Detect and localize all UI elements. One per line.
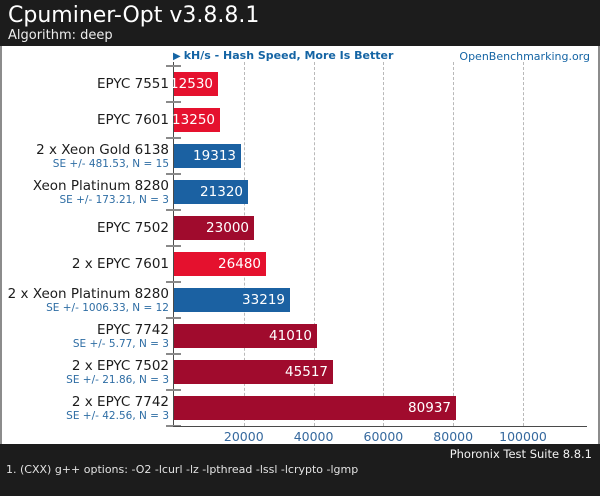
bar: 80937 (174, 396, 456, 420)
x-tick-label: 60000 (363, 429, 404, 444)
bar-row: 2 x EPYC 7502 SE +/- 21.86, N = 3 45517 (2, 354, 600, 390)
bar-row: 2 x Xeon Platinum 8280 SE +/- 1006.33, N … (2, 282, 600, 318)
bar-standard-error-label: SE +/- 1006.33, N = 12 (46, 301, 169, 314)
bar-label-group: EPYC 7502 (2, 210, 169, 246)
bar-label-group: 2 x EPYC 7502 SE +/- 21.86, N = 3 (2, 354, 169, 390)
y-tick (166, 101, 181, 103)
bar-row: EPYC 7742 SE +/- 5.77, N = 3 41010 (2, 318, 600, 354)
x-tick-label: 80000 (433, 429, 474, 444)
bar-value-label: 13250 (172, 112, 215, 128)
bar-standard-error-label: SE +/- 481.53, N = 15 (52, 157, 169, 170)
bar-label-group: 2 x EPYC 7601 (2, 246, 169, 282)
bar-standard-error-label: SE +/- 5.77, N = 3 (72, 337, 169, 350)
bar: 21320 (174, 180, 248, 204)
bar-value-label: 33219 (242, 292, 285, 308)
bar-label-group: 2 x Xeon Gold 6138 SE +/- 481.53, N = 15 (2, 138, 169, 174)
y-axis-line (173, 62, 174, 426)
bar-category-label: EPYC 7601 (97, 112, 169, 128)
bar-category-label: EPYC 7502 (97, 220, 169, 236)
bar-row: 2 x EPYC 7742 SE +/- 42.56, N = 3 80937 (2, 390, 600, 426)
bar-value-label: 45517 (285, 364, 328, 380)
bar-value-label: 12530 (170, 76, 213, 92)
bar-value-label: 26480 (218, 256, 261, 272)
y-tick (166, 137, 181, 139)
bar-label-group: 2 x Xeon Platinum 8280 SE +/- 1006.33, N … (2, 282, 169, 318)
bar-value-label: 23000 (206, 220, 249, 236)
bar-category-label: 2 x EPYC 7742 (71, 393, 169, 410)
y-tick (166, 65, 181, 67)
y-tick (166, 317, 181, 319)
y-tick (166, 281, 181, 283)
y-tick (166, 353, 181, 355)
axis-unit-label: kH/s - Hash Speed, More Is Better (183, 49, 394, 62)
axis-unit-legend: ▶ kH/s - Hash Speed, More Is Better (173, 49, 393, 62)
y-tick (166, 209, 181, 211)
bar-category-label: 2 x Xeon Platinum 8280 (7, 285, 169, 302)
bar-row: EPYC 7601 13250 (2, 102, 600, 138)
bar-value-label: 19313 (193, 148, 236, 164)
bar-value-label: 21320 (200, 184, 243, 200)
gridline (313, 62, 315, 426)
x-tick-label: 40000 (293, 429, 334, 444)
bar: 12530 (170, 72, 218, 96)
bar-label-group: EPYC 7601 (2, 102, 169, 138)
x-tick-label: 20000 (223, 429, 264, 444)
bar: 45517 (174, 360, 333, 384)
gridline (453, 62, 455, 426)
bar: 41010 (174, 324, 317, 348)
chart-footer: Phoronix Test Suite 8.8.1 1. (CXX) g++ o… (0, 444, 600, 496)
bar-standard-error-label: SE +/- 42.56, N = 3 (66, 409, 169, 422)
y-tick (166, 245, 181, 247)
bar-category-label: Xeon Platinum 8280 (32, 177, 169, 194)
bar-category-label: EPYC 7742 (97, 321, 169, 338)
chart-plot-area: ▶ kH/s - Hash Speed, More Is Better OpenB… (0, 46, 600, 444)
y-tick (166, 389, 181, 391)
x-axis-line (173, 426, 587, 427)
bar-value-label: 41010 (269, 328, 312, 344)
bar-rows: EPYC 7551 12530 EPYC 7601 13250 2 x Xeon Gol… (2, 66, 600, 426)
chart-header: Cpuminer-Opt v3.8.8.1 Algorithm: deep (0, 0, 600, 46)
x-tick-label: 100000 (499, 429, 547, 444)
y-tick (166, 173, 181, 175)
bar-category-label: EPYC 7551 (97, 76, 169, 92)
gridline (243, 62, 245, 426)
bar: 33219 (174, 288, 290, 312)
chart-subtitle: Algorithm: deep (8, 28, 113, 43)
bar-row: 2 x Xeon Gold 6138 SE +/- 481.53, N = 15 1… (2, 138, 600, 174)
bar-category-label: 2 x EPYC 7502 (71, 357, 169, 374)
bar: 26480 (174, 252, 266, 276)
bar-label-group: EPYC 7551 (2, 66, 169, 102)
bar-row: Xeon Platinum 8280 SE +/- 173.21, N = 3 21… (2, 174, 600, 210)
chart-title: Cpuminer-Opt v3.8.8.1 (8, 3, 260, 28)
bar: 13250 (172, 108, 220, 132)
bar-row: EPYC 7551 12530 (2, 66, 600, 102)
bar-row: EPYC 7502 23000 (2, 210, 600, 246)
bar-row: 2 x EPYC 7601 26480 (2, 246, 600, 282)
bar-standard-error-label: SE +/- 21.86, N = 3 (66, 373, 169, 386)
bar-category-label: 2 x EPYC 7601 (71, 256, 169, 272)
bar-label-group: EPYC 7742 SE +/- 5.77, N = 3 (2, 318, 169, 354)
bar-label-group: 2 x EPYC 7742 SE +/- 42.56, N = 3 (2, 390, 169, 426)
bar-label-group: Xeon Platinum 8280 SE +/- 173.21, N = 3 (2, 174, 169, 210)
compiler-options-note: 1. (CXX) g++ options: -O2 -lcurl -lz -lp… (6, 463, 359, 476)
more-is-better-icon: ▶ (173, 51, 181, 62)
gridline (523, 62, 524, 426)
bar-value-label: 80937 (408, 400, 451, 416)
bar: 19313 (174, 144, 241, 168)
gridline (383, 62, 385, 426)
openbenchmarking-link[interactable]: OpenBenchmarking.org (459, 50, 590, 63)
bar-category-label: 2 x Xeon Gold 6138 (36, 141, 169, 158)
phoronix-suite-version: Phoronix Test Suite 8.8.1 (449, 447, 592, 461)
bar-standard-error-label: SE +/- 173.21, N = 3 (59, 193, 169, 206)
bar: 23000 (174, 216, 254, 240)
